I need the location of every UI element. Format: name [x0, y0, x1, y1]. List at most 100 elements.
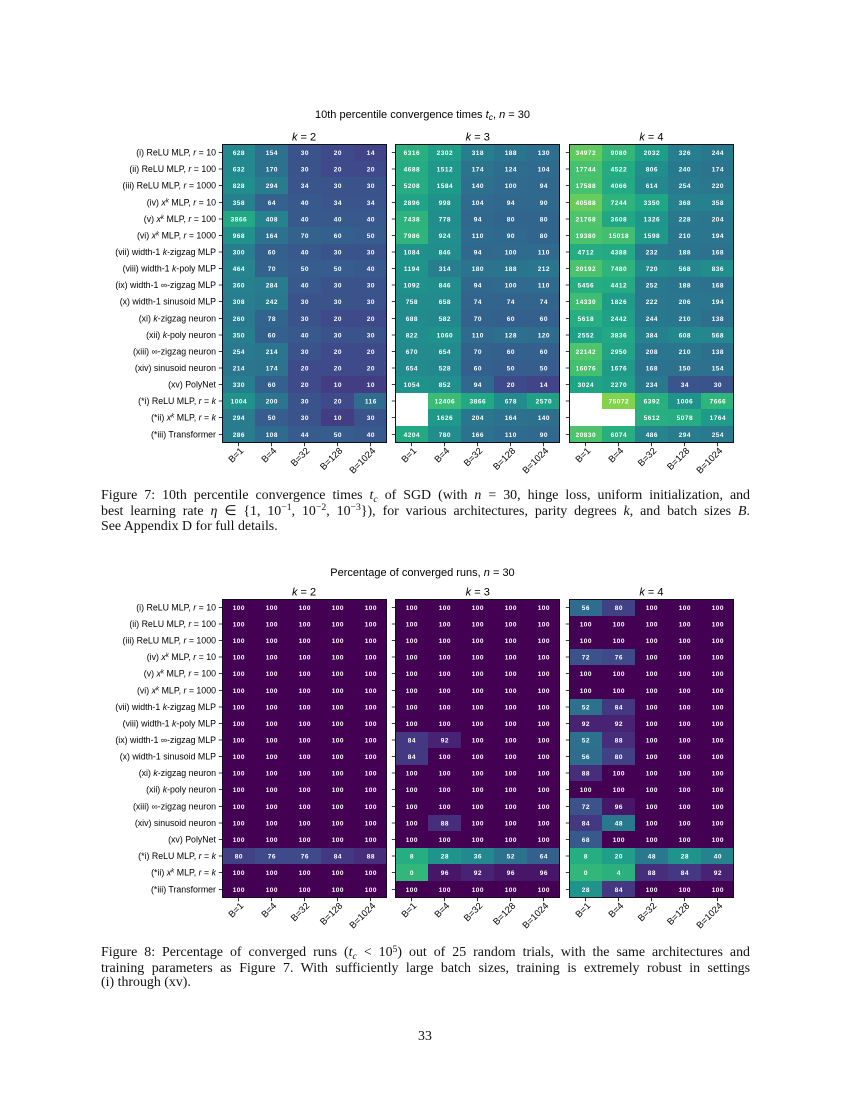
svg-text:100: 100 — [613, 671, 625, 678]
svg-text:100: 100 — [712, 688, 724, 695]
svg-text:28: 28 — [441, 853, 449, 860]
svg-text:968: 968 — [233, 233, 245, 240]
svg-text:(xiv) sinusoid neuron: (xiv) sinusoid neuron — [135, 818, 216, 828]
svg-text:100: 100 — [299, 654, 311, 661]
svg-text:0: 0 — [410, 870, 414, 877]
svg-text:100: 100 — [505, 638, 517, 645]
svg-text:210: 210 — [679, 233, 691, 240]
svg-text:284: 284 — [266, 282, 278, 289]
svg-text:3866: 3866 — [231, 216, 247, 223]
svg-text:780: 780 — [439, 432, 451, 439]
svg-text:822: 822 — [406, 332, 418, 339]
svg-text:210: 210 — [679, 316, 691, 323]
svg-text:100: 100 — [332, 770, 344, 777]
svg-text:100: 100 — [505, 837, 517, 844]
svg-text:100: 100 — [233, 638, 245, 645]
svg-text:100: 100 — [472, 704, 484, 711]
svg-text:3024: 3024 — [578, 382, 594, 389]
svg-text:100: 100 — [299, 737, 311, 744]
svg-text:100: 100 — [299, 621, 311, 628]
svg-text:80: 80 — [540, 216, 548, 223]
svg-text:B=4: B=4 — [606, 446, 625, 465]
svg-text:30: 30 — [714, 382, 722, 389]
svg-text:7438: 7438 — [404, 216, 420, 223]
svg-text:350: 350 — [233, 332, 245, 339]
svg-text:40: 40 — [301, 332, 309, 339]
svg-text:614: 614 — [646, 183, 658, 190]
svg-text:100: 100 — [365, 787, 377, 794]
svg-text:100: 100 — [472, 787, 484, 794]
svg-text:100: 100 — [266, 621, 278, 628]
svg-text:100: 100 — [646, 621, 658, 628]
svg-text:100: 100 — [439, 638, 451, 645]
svg-text:100: 100 — [406, 654, 418, 661]
svg-text:100: 100 — [332, 704, 344, 711]
svg-text:100: 100 — [538, 837, 550, 844]
svg-text:100: 100 — [439, 605, 451, 612]
svg-text:100: 100 — [332, 837, 344, 844]
svg-text:100: 100 — [439, 671, 451, 678]
svg-text:75072: 75072 — [609, 398, 630, 405]
svg-text:50: 50 — [268, 415, 276, 422]
svg-text:100: 100 — [538, 721, 550, 728]
svg-text:(xiii) ∞-zigzag neuron: (xiii) ∞-zigzag neuron — [133, 347, 216, 357]
svg-text:100: 100 — [472, 688, 484, 695]
svg-text:100: 100 — [505, 249, 517, 256]
svg-text:170: 170 — [266, 166, 278, 173]
svg-text:242: 242 — [266, 299, 278, 306]
svg-text:30: 30 — [301, 349, 309, 356]
svg-text:7244: 7244 — [611, 200, 627, 207]
svg-text:5618: 5618 — [578, 316, 594, 323]
svg-text:B=32: B=32 — [289, 901, 312, 924]
svg-text:30: 30 — [301, 150, 309, 157]
svg-text:100: 100 — [266, 820, 278, 827]
svg-text:100: 100 — [299, 804, 311, 811]
svg-text:214: 214 — [233, 365, 245, 372]
svg-text:36: 36 — [474, 853, 482, 860]
svg-text:(ix) width-1 ∞-zigzag MLP: (ix) width-1 ∞-zigzag MLP — [115, 280, 216, 290]
svg-text:100: 100 — [538, 688, 550, 695]
svg-text:100: 100 — [406, 621, 418, 628]
svg-text:100: 100 — [332, 887, 344, 894]
svg-text:6316: 6316 — [404, 150, 420, 157]
svg-text:90: 90 — [507, 233, 515, 240]
svg-text:34: 34 — [367, 200, 375, 207]
svg-text:14: 14 — [367, 150, 375, 157]
svg-text:100: 100 — [266, 605, 278, 612]
svg-text:100: 100 — [365, 770, 377, 777]
svg-text:110: 110 — [472, 233, 484, 240]
svg-text:B=4: B=4 — [432, 446, 451, 465]
svg-text:294: 294 — [266, 183, 278, 190]
svg-text:100: 100 — [505, 754, 517, 761]
svg-text:100: 100 — [299, 820, 311, 827]
svg-text:30: 30 — [301, 166, 309, 173]
svg-text:20: 20 — [334, 166, 342, 173]
svg-text:100: 100 — [505, 654, 517, 661]
svg-text:100: 100 — [472, 621, 484, 628]
svg-text:20: 20 — [334, 150, 342, 157]
svg-text:88: 88 — [367, 853, 375, 860]
svg-text:52: 52 — [582, 737, 590, 744]
svg-text:8: 8 — [410, 853, 414, 860]
svg-text:200: 200 — [266, 398, 278, 405]
svg-text:100: 100 — [679, 737, 691, 744]
svg-text:100: 100 — [365, 688, 377, 695]
svg-text:100: 100 — [505, 787, 517, 794]
svg-text:(*iii) Transformer: (*iii) Transformer — [151, 430, 216, 440]
svg-text:100: 100 — [646, 754, 658, 761]
svg-text:294: 294 — [233, 415, 245, 422]
svg-text:20: 20 — [334, 398, 342, 405]
svg-text:B=32: B=32 — [462, 901, 485, 924]
svg-text:240: 240 — [679, 166, 691, 173]
svg-text:100: 100 — [472, 654, 484, 661]
svg-text:206: 206 — [679, 299, 691, 306]
svg-text:50: 50 — [507, 365, 515, 372]
svg-text:34: 34 — [301, 183, 309, 190]
svg-text:B=128: B=128 — [665, 901, 691, 927]
svg-text:100: 100 — [712, 770, 724, 777]
svg-text:100: 100 — [505, 721, 517, 728]
svg-text:2270: 2270 — [611, 382, 627, 389]
svg-text:B=1024: B=1024 — [347, 446, 377, 476]
svg-text:30: 30 — [301, 316, 309, 323]
svg-text:164: 164 — [505, 415, 517, 422]
